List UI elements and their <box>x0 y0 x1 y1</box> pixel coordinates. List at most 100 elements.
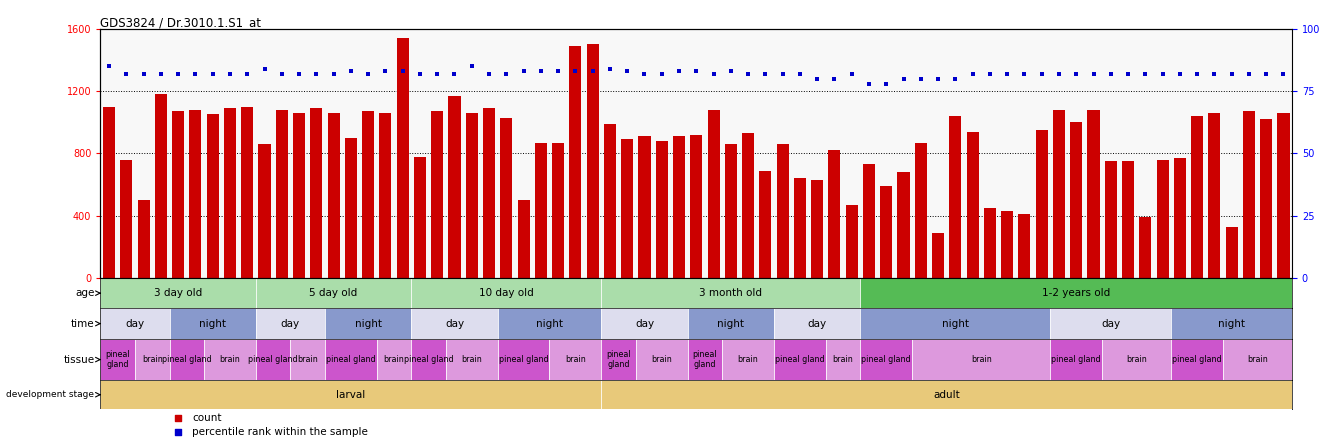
Bar <box>173 111 185 278</box>
Bar <box>601 381 1292 409</box>
Point <box>495 70 517 77</box>
Bar <box>100 339 135 381</box>
Bar <box>569 46 581 278</box>
Text: 1-2 years old: 1-2 years old <box>1042 288 1110 298</box>
Text: pineal
gland: pineal gland <box>106 350 130 369</box>
Text: pineal gland: pineal gland <box>775 355 825 364</box>
Bar <box>1050 339 1102 381</box>
Bar <box>722 339 774 381</box>
Bar <box>1122 161 1134 278</box>
Bar <box>498 339 549 381</box>
Text: brain: brain <box>220 355 240 364</box>
Bar <box>241 107 253 278</box>
Bar <box>379 113 391 278</box>
Bar <box>1019 214 1031 278</box>
Bar <box>328 113 340 278</box>
Point <box>582 67 604 75</box>
Text: pineal gland: pineal gland <box>1173 355 1223 364</box>
Point <box>443 70 465 77</box>
Point <box>858 80 880 87</box>
Point <box>1169 70 1190 77</box>
Point <box>133 70 154 77</box>
Bar <box>724 144 736 278</box>
Point <box>410 70 431 77</box>
Bar <box>549 339 601 381</box>
Point <box>461 63 482 70</box>
Bar <box>100 278 256 309</box>
Bar <box>742 133 754 278</box>
Point <box>876 80 897 87</box>
Bar <box>861 339 912 381</box>
Bar <box>861 278 1292 309</box>
Point <box>944 75 965 82</box>
Bar <box>601 309 688 339</box>
Text: brain: brain <box>1126 355 1148 364</box>
Bar <box>376 339 411 381</box>
Bar <box>707 110 719 278</box>
Point <box>254 65 276 72</box>
Point <box>1134 70 1156 77</box>
Text: pineal gland: pineal gland <box>404 355 454 364</box>
Bar <box>518 200 530 278</box>
Point <box>167 70 189 77</box>
Bar <box>1174 158 1186 278</box>
Bar <box>1172 339 1223 381</box>
Bar <box>362 111 374 278</box>
Bar <box>449 96 461 278</box>
Point <box>738 70 759 77</box>
Bar <box>396 38 408 278</box>
Bar <box>411 309 498 339</box>
Text: night: night <box>941 319 969 329</box>
Bar <box>846 205 858 278</box>
Point <box>1204 70 1225 77</box>
Text: brain: brain <box>651 355 672 364</box>
Point <box>167 414 189 421</box>
Bar <box>656 141 668 278</box>
Bar <box>1050 309 1172 339</box>
Bar <box>135 339 170 381</box>
Point <box>996 70 1018 77</box>
Bar <box>498 309 601 339</box>
Bar <box>256 339 291 381</box>
Point <box>911 75 932 82</box>
Bar <box>601 278 861 309</box>
Text: GDS3824 / Dr.3010.1.S1_at: GDS3824 / Dr.3010.1.S1_at <box>100 16 261 29</box>
Text: 3 day old: 3 day old <box>154 288 202 298</box>
Bar <box>345 138 358 278</box>
Bar <box>170 339 204 381</box>
Bar <box>138 200 150 278</box>
Bar <box>1192 116 1204 278</box>
Point <box>513 67 534 75</box>
Point <box>1014 70 1035 77</box>
Bar <box>1277 113 1289 278</box>
Text: night: night <box>1218 319 1245 329</box>
Point <box>961 70 983 77</box>
Bar <box>293 113 305 278</box>
Bar <box>984 208 996 278</box>
Bar <box>1243 111 1255 278</box>
Bar <box>777 144 789 278</box>
Text: pineal
gland: pineal gland <box>607 350 631 369</box>
Text: 5 day old: 5 day old <box>309 288 358 298</box>
Bar <box>1052 110 1065 278</box>
Text: tissue: tissue <box>63 355 95 365</box>
Bar <box>170 309 256 339</box>
Bar <box>639 136 651 278</box>
Point <box>1083 70 1105 77</box>
Text: day: day <box>126 319 145 329</box>
Text: day: day <box>807 319 826 329</box>
Point <box>928 75 949 82</box>
Bar <box>1035 130 1047 278</box>
Text: time: time <box>71 319 95 329</box>
Bar <box>688 339 722 381</box>
Bar <box>206 115 218 278</box>
Point <box>427 70 449 77</box>
Bar <box>636 339 688 381</box>
Bar <box>967 131 979 278</box>
Bar <box>224 108 236 278</box>
Point <box>600 65 621 72</box>
Bar <box>949 116 961 278</box>
Text: larval: larval <box>336 390 366 400</box>
Bar <box>794 178 806 278</box>
Text: pineal gland: pineal gland <box>162 355 212 364</box>
